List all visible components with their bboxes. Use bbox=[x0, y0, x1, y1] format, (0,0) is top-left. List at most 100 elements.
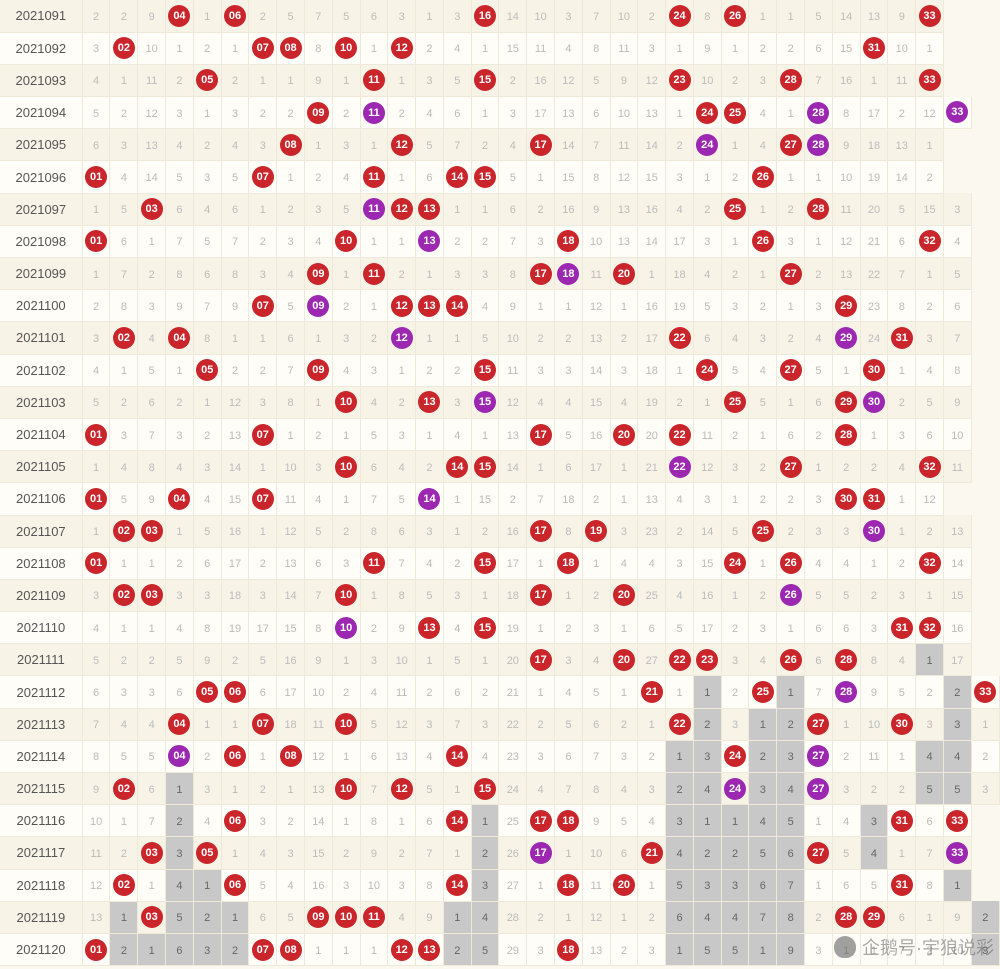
trend-cell: 4 bbox=[416, 740, 444, 772]
trend-cell: 03 bbox=[138, 579, 166, 611]
trend-cell: 6 bbox=[443, 97, 471, 129]
red-ball: 09 bbox=[307, 263, 329, 285]
trend-cell: 16 bbox=[582, 418, 610, 450]
red-ball: 03 bbox=[141, 520, 163, 542]
period-cell: 2021106 bbox=[0, 483, 82, 515]
red-ball: 27 bbox=[780, 456, 802, 478]
trend-cell: 3 bbox=[416, 515, 444, 547]
period-cell: 2021102 bbox=[0, 354, 82, 386]
trend-cell: 2 bbox=[582, 483, 610, 515]
trend-cell: 16 bbox=[638, 290, 666, 322]
trend-cell: 3 bbox=[666, 805, 694, 837]
trend-cell: 20 bbox=[610, 869, 638, 901]
trend-cell: 1 bbox=[388, 64, 416, 96]
trend-cell: 1 bbox=[666, 354, 694, 386]
trend-cell: 6 bbox=[277, 322, 305, 354]
trend-cell: 1 bbox=[888, 740, 916, 772]
period-cell: 2021095 bbox=[0, 129, 82, 161]
trend-cell: 1 bbox=[610, 483, 638, 515]
red-ball: 14 bbox=[446, 745, 468, 767]
trend-cell: 3 bbox=[388, 869, 416, 901]
trend-cell: 1 bbox=[388, 225, 416, 257]
red-ball: 08 bbox=[280, 37, 302, 59]
trend-cell: 4 bbox=[416, 97, 444, 129]
red-ball: 06 bbox=[224, 745, 246, 767]
trend-cell: 2 bbox=[110, 837, 138, 869]
red-ball: 12 bbox=[391, 134, 413, 156]
trend-cell: 5 bbox=[388, 483, 416, 515]
trend-cell: 7 bbox=[554, 773, 582, 805]
trend-cell: 1 bbox=[221, 32, 249, 64]
trend-cell: 4 bbox=[610, 386, 638, 418]
trend-cell: 1 bbox=[554, 579, 582, 611]
red-ball: 10 bbox=[335, 37, 357, 59]
red-ball: 02 bbox=[113, 37, 135, 59]
trend-cell: 13 bbox=[582, 933, 610, 965]
red-ball: 07 bbox=[252, 939, 274, 961]
trend-cell: 1 bbox=[749, 0, 777, 32]
red-ball: 07 bbox=[252, 488, 274, 510]
trend-row: 2021111522592516913101512017342027222334… bbox=[0, 644, 1000, 676]
trend-cell: 32 bbox=[916, 612, 944, 644]
trend-cell: 4 bbox=[416, 547, 444, 579]
trend-cell: 6 bbox=[138, 773, 166, 805]
trend-cell: 18 bbox=[277, 708, 305, 740]
trend-cell: 23 bbox=[860, 290, 888, 322]
trend-cell: 21 bbox=[638, 676, 666, 708]
trend-cell: 2 bbox=[388, 837, 416, 869]
trend-cell: 1 bbox=[749, 258, 777, 290]
trend-cell: 2 bbox=[499, 64, 527, 96]
period-cell: 2021120 bbox=[0, 933, 82, 965]
trend-cell: 20 bbox=[610, 579, 638, 611]
trend-cell: 5 bbox=[138, 354, 166, 386]
trend-cell: 07 bbox=[249, 483, 277, 515]
trend-cell: 7 bbox=[304, 0, 332, 32]
trend-cell: 06 bbox=[221, 805, 249, 837]
trend-cell: 20 bbox=[610, 258, 638, 290]
trend-cell: 22 bbox=[666, 418, 694, 450]
trend-cell: 17 bbox=[527, 129, 555, 161]
red-ball: 09 bbox=[307, 906, 329, 928]
trend-cell: 04 bbox=[166, 322, 194, 354]
trend-row: 2021115902613121131071251152447843242434… bbox=[0, 773, 1000, 805]
trend-cell: 2 bbox=[805, 901, 833, 933]
trend-cell: 09 bbox=[304, 97, 332, 129]
purple-ball: 14 bbox=[418, 488, 440, 510]
trend-cell: 28 bbox=[832, 418, 860, 450]
trend-cell: 3 bbox=[166, 97, 194, 129]
trend-cell: 9 bbox=[832, 129, 860, 161]
trend-cell: 25 bbox=[721, 386, 749, 418]
trend-cell: 3 bbox=[416, 64, 444, 96]
trend-cell: 3 bbox=[166, 418, 194, 450]
trend-cell: 18 bbox=[221, 579, 249, 611]
red-ball: 01 bbox=[85, 939, 107, 961]
trend-cell: 10 bbox=[332, 579, 360, 611]
red-ball: 09 bbox=[307, 102, 329, 124]
trend-cell: 2 bbox=[749, 483, 777, 515]
trend-cell: 1 bbox=[193, 0, 221, 32]
trend-cell: 7 bbox=[193, 290, 221, 322]
trend-cell: 3 bbox=[721, 290, 749, 322]
trend-cell: 10 bbox=[332, 32, 360, 64]
trend-cell: 7 bbox=[888, 258, 916, 290]
trend-cell: 4 bbox=[693, 773, 721, 805]
trend-cell: 6 bbox=[638, 612, 666, 644]
trend-cell: 5 bbox=[332, 0, 360, 32]
trend-cell: 1 bbox=[860, 933, 888, 965]
trend-cell: 3 bbox=[416, 708, 444, 740]
red-ball: 32 bbox=[919, 456, 941, 478]
trend-cell: 16 bbox=[527, 64, 555, 96]
trend-cell: 8 bbox=[193, 322, 221, 354]
trend-cell: 24 bbox=[721, 740, 749, 772]
trend-cell: 9 bbox=[221, 290, 249, 322]
trend-cell: 2 bbox=[221, 644, 249, 676]
trend-cell: 2 bbox=[471, 515, 499, 547]
trend-cell: 7 bbox=[221, 225, 249, 257]
trend-cell: 2 bbox=[221, 933, 249, 965]
trend-cell: 3 bbox=[527, 354, 555, 386]
trend-cell: 22 bbox=[499, 708, 527, 740]
trend-cell: 20 bbox=[860, 193, 888, 225]
trend-cell: 7 bbox=[805, 676, 833, 708]
trend-row: 2021093411120521191111351521612591223102… bbox=[0, 64, 1000, 96]
trend-cell: 5 bbox=[888, 193, 916, 225]
